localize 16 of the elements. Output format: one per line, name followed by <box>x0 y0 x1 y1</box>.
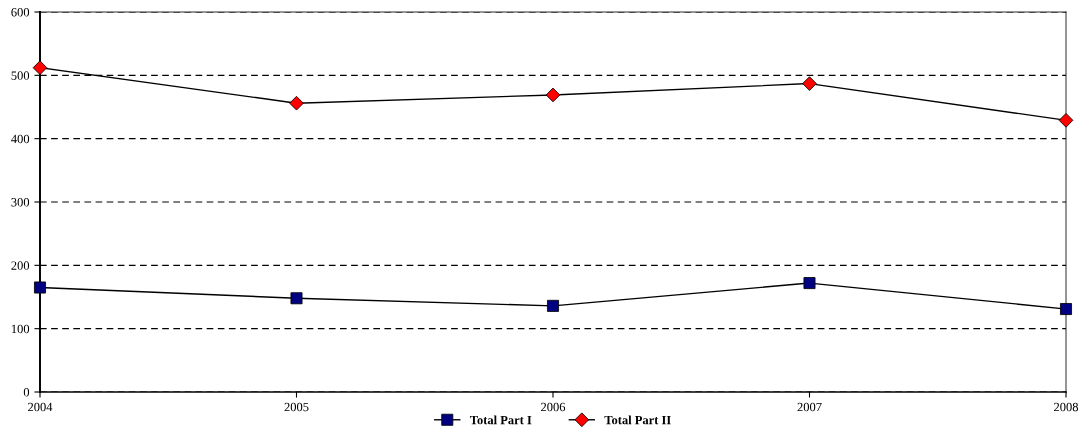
y-tick-label: 0 <box>23 388 30 397</box>
y-tick-label: 100 <box>11 324 30 334</box>
y-tick-label: 600 <box>11 8 30 17</box>
x-tick-label: 2006 <box>541 402 566 412</box>
legend-label: Total Part II <box>604 415 671 425</box>
x-tick-label: 2004 <box>28 402 53 412</box>
point <box>34 281 46 294</box>
y-tick-label: 200 <box>11 261 30 270</box>
point <box>547 299 559 312</box>
x-tick-label: 2005 <box>284 402 309 412</box>
legend-label: Total Part I <box>469 415 532 425</box>
x-tick-label: 2007 <box>797 402 822 412</box>
x-tick-label: 2008 <box>1054 402 1079 412</box>
y-tick-label: 500 <box>11 71 30 80</box>
y-tick-label: 300 <box>11 198 30 207</box>
y-tick-label: 400 <box>11 134 30 144</box>
